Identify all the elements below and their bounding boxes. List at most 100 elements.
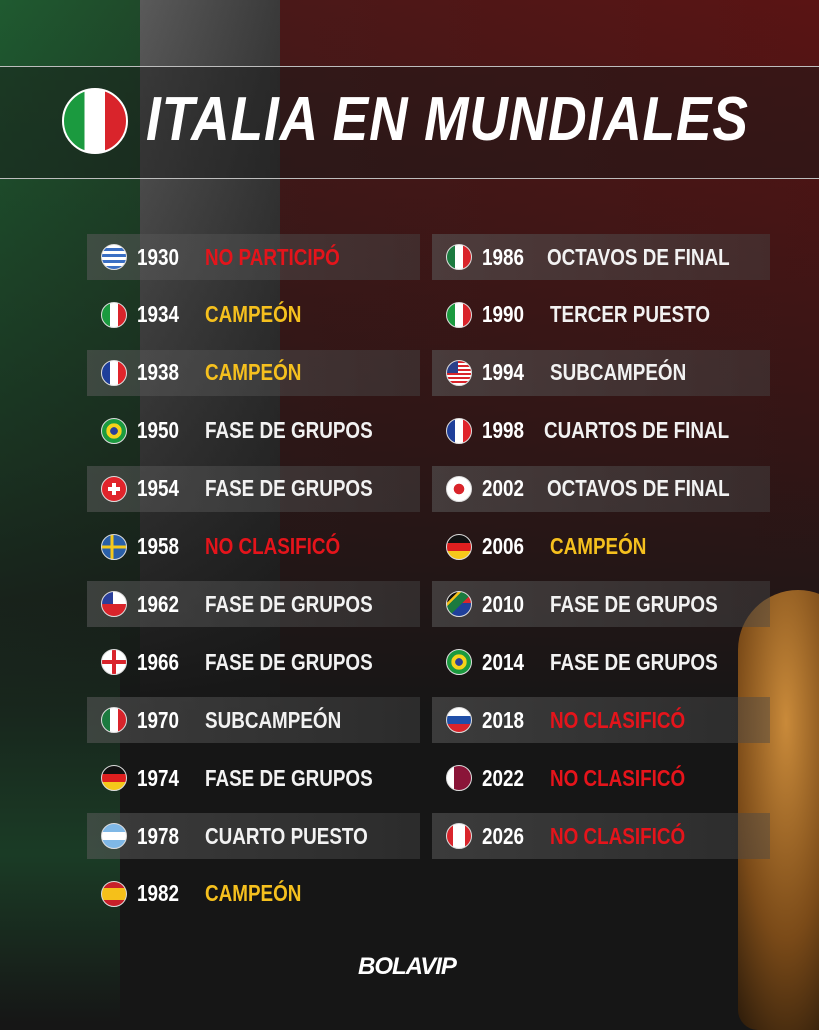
chile-flag-icon bbox=[101, 591, 127, 618]
year-label: 1938 bbox=[137, 359, 179, 386]
south-africa-flag-icon bbox=[446, 591, 472, 618]
result-label: FASE DE GRUPOS bbox=[550, 648, 718, 675]
result-label: FASE DE GRUPOS bbox=[205, 417, 373, 444]
year-label: 1994 bbox=[482, 359, 524, 386]
brazil-flag-icon bbox=[446, 649, 472, 676]
result-label: CUARTOS DE FINAL bbox=[544, 417, 730, 444]
year-label: 2010 bbox=[482, 590, 524, 617]
result-row-2006: 2006 CAMPEÓN bbox=[432, 524, 770, 570]
qatar-flag-icon bbox=[446, 765, 472, 792]
page-title: ITALIA EN MUNDIALES bbox=[146, 85, 749, 154]
result-label: FASE DE GRUPOS bbox=[205, 590, 373, 617]
bolavip-logo: BOLAVIP bbox=[358, 953, 457, 980]
result-row-2002: 2002 OCTAVOS DE FINAL bbox=[432, 465, 770, 512]
result-label: CAMPEÓN bbox=[550, 533, 647, 559]
result-row-1990: 1990 TERCER PUESTO bbox=[432, 292, 770, 338]
year-label: 1962 bbox=[137, 590, 179, 617]
result-label: FASE DE GRUPOS bbox=[205, 648, 373, 675]
year-label: 2006 bbox=[482, 533, 524, 559]
background-glow bbox=[0, 600, 120, 1024]
year-label: 2002 bbox=[482, 475, 524, 502]
result-label: NO CLASIFICÓ bbox=[550, 706, 686, 733]
germany-flag-icon bbox=[446, 533, 472, 560]
result-row-2014: 2014 FASE DE GRUPOS bbox=[432, 639, 770, 685]
year-label: 1990 bbox=[482, 301, 524, 328]
result-label: OCTAVOS DE FINAL bbox=[547, 475, 730, 502]
spain-flag-icon bbox=[101, 880, 127, 907]
mexico-flag-icon bbox=[446, 244, 472, 270]
korea-japan-flag-icon bbox=[446, 475, 472, 502]
result-row-1982: 1982 CAMPEÓN bbox=[87, 871, 420, 917]
result-row-1930: 1930 NO PARTICIPÓ bbox=[87, 234, 420, 280]
france-flag-icon bbox=[101, 359, 127, 386]
world-cup-trophy-image bbox=[738, 590, 819, 1030]
header-bottom-divider bbox=[0, 178, 819, 179]
germany-flag-icon bbox=[101, 765, 127, 792]
italy-flag-icon bbox=[101, 301, 127, 328]
year-label: 2022 bbox=[482, 764, 524, 791]
russia-flag-icon bbox=[446, 707, 472, 734]
result-label: TERCER PUESTO bbox=[550, 301, 710, 328]
result-row-1986: 1986 OCTAVOS DE FINAL bbox=[432, 234, 770, 280]
result-label: SUBCAMPEÓN bbox=[205, 706, 342, 733]
result-label: CAMPEÓN bbox=[205, 359, 302, 386]
result-row-1938: 1938 CAMPEÓN bbox=[87, 349, 420, 396]
switzerland-flag-icon bbox=[101, 475, 127, 502]
result-label: CAMPEÓN bbox=[205, 880, 302, 907]
year-label: 2018 bbox=[482, 706, 524, 733]
result-row-2010: 2010 FASE DE GRUPOS bbox=[432, 581, 770, 628]
france-flag-icon bbox=[446, 417, 472, 444]
result-row-2018: 2018 NO CLASIFICÓ bbox=[432, 697, 770, 744]
usa-mexico-canada-flag-icon bbox=[446, 823, 472, 849]
result-label: OCTAVOS DE FINAL bbox=[547, 243, 730, 270]
result-label: NO CLASIFICÓ bbox=[205, 533, 341, 559]
result-row-1958: 1958 NO CLASIFICÓ bbox=[87, 524, 420, 570]
result-row-1962: 1962 FASE DE GRUPOS bbox=[87, 581, 420, 628]
year-label: 2014 bbox=[482, 648, 524, 675]
brazil-flag-icon bbox=[101, 417, 127, 444]
year-label: 1998 bbox=[482, 417, 524, 444]
result-row-1994: 1994 SUBCAMPEÓN bbox=[432, 349, 770, 396]
result-label: FASE DE GRUPOS bbox=[205, 475, 373, 502]
result-row-1934: 1934 CAMPEÓN bbox=[87, 292, 420, 338]
mexico-flag-icon bbox=[101, 707, 127, 734]
result-row-1998: 1998 CUARTOS DE FINAL bbox=[432, 408, 770, 454]
result-label: CUARTO PUESTO bbox=[205, 822, 368, 849]
result-label: NO CLASIFICÓ bbox=[550, 822, 686, 849]
result-row-1978: 1978 CUARTO PUESTO bbox=[87, 813, 420, 859]
year-label: 1930 bbox=[137, 243, 179, 270]
header-band bbox=[0, 66, 819, 178]
year-label: 1970 bbox=[137, 706, 179, 733]
argentina-flag-icon bbox=[101, 823, 127, 849]
result-row-1950: 1950 FASE DE GRUPOS bbox=[87, 408, 420, 454]
result-label: CAMPEÓN bbox=[205, 301, 302, 328]
result-label: NO CLASIFICÓ bbox=[550, 764, 686, 791]
result-label: FASE DE GRUPOS bbox=[550, 590, 718, 617]
year-label: 1978 bbox=[137, 822, 179, 849]
year-label: 2026 bbox=[482, 822, 524, 849]
uruguay-flag-icon bbox=[101, 244, 127, 270]
result-row-1970: 1970 SUBCAMPEÓN bbox=[87, 697, 420, 744]
year-label: 1958 bbox=[137, 533, 179, 559]
italy-flag-icon bbox=[446, 301, 472, 328]
year-label: 1950 bbox=[137, 417, 179, 444]
header-top-divider bbox=[0, 66, 819, 67]
result-label: FASE DE GRUPOS bbox=[205, 764, 373, 791]
england-flag-icon bbox=[101, 649, 127, 676]
result-label: SUBCAMPEÓN bbox=[550, 359, 687, 386]
result-row-1966: 1966 FASE DE GRUPOS bbox=[87, 639, 420, 685]
result-row-1974: 1974 FASE DE GRUPOS bbox=[87, 755, 420, 801]
year-label: 1986 bbox=[482, 243, 524, 270]
result-row-1954: 1954 FASE DE GRUPOS bbox=[87, 465, 420, 512]
usa-flag-icon bbox=[446, 359, 472, 386]
italy-flag-icon bbox=[62, 88, 128, 154]
year-label: 1966 bbox=[137, 648, 179, 675]
result-label: NO PARTICIPÓ bbox=[205, 243, 340, 270]
result-row-2026: 2026 NO CLASIFICÓ bbox=[432, 813, 770, 859]
year-label: 1954 bbox=[137, 475, 179, 502]
result-row-2022: 2022 NO CLASIFICÓ bbox=[432, 755, 770, 801]
year-label: 1974 bbox=[137, 764, 179, 791]
sweden-flag-icon bbox=[101, 533, 127, 560]
year-label: 1934 bbox=[137, 301, 179, 328]
year-label: 1982 bbox=[137, 880, 179, 907]
